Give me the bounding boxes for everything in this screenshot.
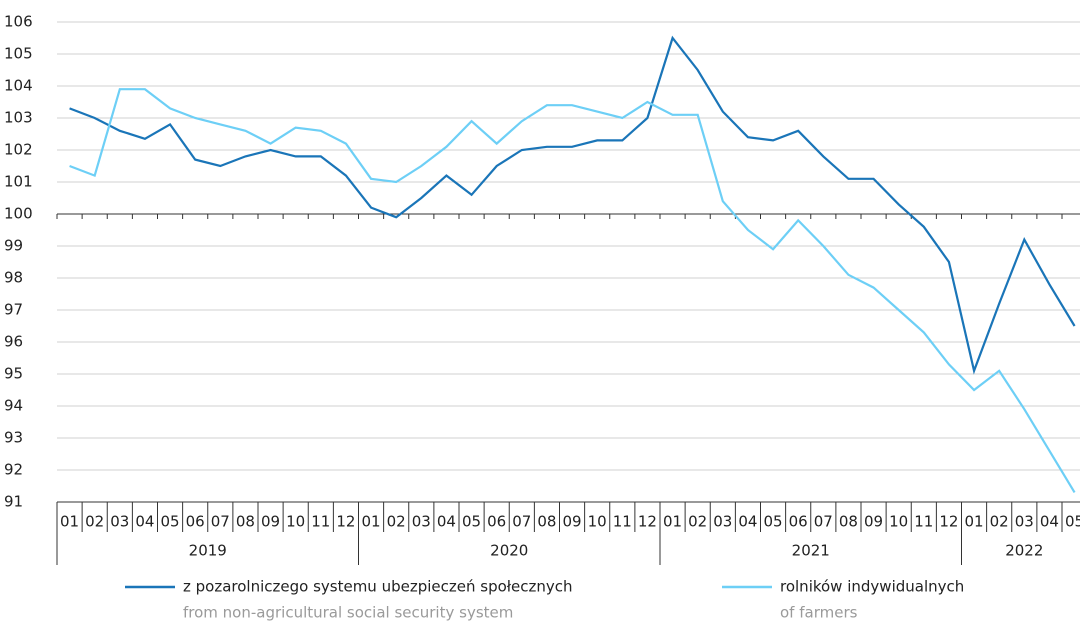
x-tick-label: 07 — [512, 513, 531, 531]
x-tick-label: 10 — [889, 513, 908, 531]
x-tick-label: 02 — [688, 513, 707, 531]
year-label: 2022 — [1005, 542, 1043, 560]
y-tick-label: 106 — [4, 13, 33, 31]
y-tick-label: 97 — [4, 301, 23, 319]
x-tick-label: 02 — [990, 513, 1009, 531]
x-tick-label: 09 — [864, 513, 883, 531]
x-tick-label: 10 — [286, 513, 305, 531]
x-tick-label: 01 — [60, 513, 79, 531]
year-label: 2020 — [490, 542, 528, 560]
x-tick-label: 06 — [789, 513, 808, 531]
x-tick-label: 06 — [487, 513, 506, 531]
y-tick-label: 98 — [4, 269, 23, 287]
x-tick-label: 04 — [437, 513, 456, 531]
x-tick-label: 11 — [613, 513, 632, 531]
year-label: 2019 — [189, 542, 227, 560]
y-tick-label: 101 — [4, 173, 33, 191]
y-tick-label: 91 — [4, 493, 23, 511]
x-tick-label: 04 — [135, 513, 154, 531]
x-tick-label: 12 — [939, 513, 958, 531]
x-tick-label: 07 — [814, 513, 833, 531]
y-tick-label: 102 — [4, 141, 33, 159]
x-tick-label: 01 — [965, 513, 984, 531]
y-tick-label: 99 — [4, 237, 23, 255]
year-label: 2021 — [792, 542, 830, 560]
x-tick-label: 10 — [588, 513, 607, 531]
x-tick-label: 05 — [764, 513, 783, 531]
x-tick-label: 12 — [336, 513, 355, 531]
x-tick-label: 02 — [85, 513, 104, 531]
x-tick-label: 02 — [387, 513, 406, 531]
x-tick-label: 05 — [462, 513, 481, 531]
y-tick-label: 105 — [4, 45, 33, 63]
x-tick-label: 07 — [211, 513, 230, 531]
y-tick-label: 96 — [4, 333, 23, 351]
y-tick-label: 103 — [4, 109, 33, 127]
y-tick-label: 94 — [4, 397, 23, 415]
x-tick-label: 08 — [537, 513, 556, 531]
y-tick-label: 104 — [4, 77, 33, 95]
x-tick-label: 08 — [839, 513, 858, 531]
x-tick-label: 01 — [362, 513, 381, 531]
legend-label-en: from non-agricultural social security sy… — [183, 604, 513, 622]
x-tick-label: 06 — [186, 513, 205, 531]
x-tick-label: 05 — [1065, 513, 1080, 531]
x-tick-label: 05 — [161, 513, 180, 531]
x-tick-label: 08 — [236, 513, 255, 531]
legend-label-en: of farmers — [780, 604, 858, 622]
y-tick-label: 92 — [4, 461, 23, 479]
x-tick-label: 03 — [412, 513, 431, 531]
x-tick-label: 09 — [261, 513, 280, 531]
x-tick-label: 01 — [663, 513, 682, 531]
y-tick-label: 95 — [4, 365, 23, 383]
x-tick-label: 11 — [311, 513, 330, 531]
x-tick-label: 03 — [713, 513, 732, 531]
legend-label: rolników indywidualnych — [780, 578, 964, 596]
x-tick-label: 04 — [738, 513, 757, 531]
x-tick-label: 11 — [914, 513, 933, 531]
legend-label: z pozarolniczego systemu ubezpieczeń spo… — [183, 578, 573, 596]
y-tick-label: 100 — [4, 205, 33, 223]
x-tick-label: 09 — [563, 513, 582, 531]
line-series — [69, 35, 1076, 375]
x-tick-label: 12 — [638, 513, 657, 531]
y-tick-label: 93 — [4, 429, 23, 447]
x-tick-label: 03 — [1015, 513, 1034, 531]
x-tick-label: 04 — [1040, 513, 1059, 531]
x-tick-label: 03 — [110, 513, 129, 531]
line-series — [69, 88, 1076, 493]
